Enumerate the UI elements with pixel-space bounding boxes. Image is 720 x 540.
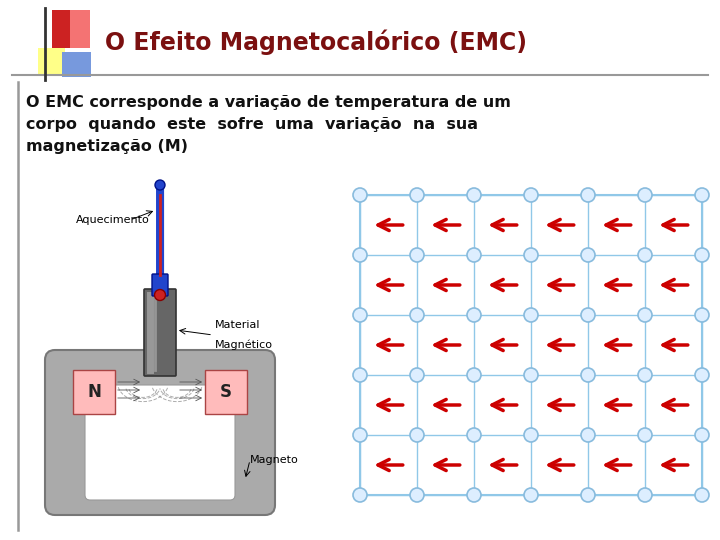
Circle shape [524, 188, 538, 202]
Text: N: N [87, 383, 101, 401]
Circle shape [695, 488, 709, 502]
Circle shape [353, 368, 367, 382]
FancyBboxPatch shape [38, 48, 65, 75]
Circle shape [524, 488, 538, 502]
Circle shape [410, 308, 424, 322]
FancyBboxPatch shape [205, 370, 247, 414]
Text: O EMC corresponde a variação de temperatura de um: O EMC corresponde a variação de temperat… [26, 95, 511, 110]
Circle shape [155, 180, 165, 190]
FancyBboxPatch shape [144, 289, 176, 376]
Text: Aquecimento: Aquecimento [76, 215, 150, 225]
Circle shape [524, 308, 538, 322]
Circle shape [581, 188, 595, 202]
Circle shape [638, 368, 652, 382]
Circle shape [695, 368, 709, 382]
Circle shape [581, 248, 595, 262]
Text: S: S [220, 383, 232, 401]
Circle shape [581, 428, 595, 442]
Circle shape [410, 488, 424, 502]
Circle shape [467, 248, 481, 262]
Circle shape [638, 428, 652, 442]
Text: corpo  quando  este  sofre  uma  variação  na  sua: corpo quando este sofre uma variação na … [26, 117, 478, 132]
Circle shape [467, 428, 481, 442]
Circle shape [410, 248, 424, 262]
Circle shape [410, 368, 424, 382]
Circle shape [581, 488, 595, 502]
FancyBboxPatch shape [52, 10, 90, 48]
Circle shape [467, 368, 481, 382]
FancyBboxPatch shape [73, 370, 115, 414]
Circle shape [638, 188, 652, 202]
Text: Magnético: Magnético [215, 340, 273, 350]
Circle shape [524, 368, 538, 382]
Circle shape [638, 488, 652, 502]
Bar [360, 195, 702, 495]
FancyBboxPatch shape [85, 385, 235, 500]
Circle shape [581, 308, 595, 322]
Circle shape [695, 428, 709, 442]
FancyBboxPatch shape [62, 52, 91, 77]
Circle shape [695, 248, 709, 262]
Circle shape [353, 188, 367, 202]
Circle shape [467, 488, 481, 502]
FancyBboxPatch shape [70, 10, 90, 48]
Circle shape [353, 428, 367, 442]
Circle shape [581, 368, 595, 382]
Circle shape [467, 308, 481, 322]
Circle shape [353, 488, 367, 502]
Circle shape [638, 248, 652, 262]
Circle shape [353, 308, 367, 322]
Circle shape [155, 289, 166, 300]
Circle shape [353, 248, 367, 262]
FancyBboxPatch shape [45, 350, 275, 515]
Text: Magneto: Magneto [250, 455, 299, 465]
Circle shape [524, 428, 538, 442]
Circle shape [524, 248, 538, 262]
FancyBboxPatch shape [152, 274, 168, 296]
Circle shape [695, 188, 709, 202]
Circle shape [695, 308, 709, 322]
Text: Material: Material [215, 320, 261, 330]
Circle shape [410, 188, 424, 202]
Circle shape [638, 308, 652, 322]
Circle shape [467, 188, 481, 202]
Text: magnetização (M): magnetização (M) [26, 139, 188, 154]
Circle shape [410, 428, 424, 442]
Text: O Efeito Magnetocalórico (EMC): O Efeito Magnetocalórico (EMC) [105, 29, 527, 55]
